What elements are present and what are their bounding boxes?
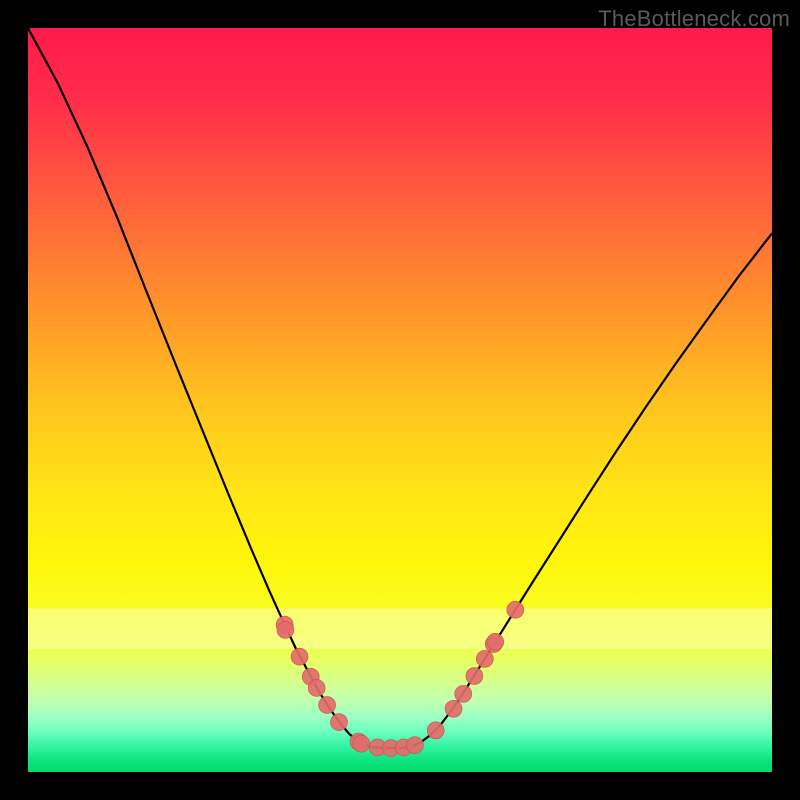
data-marker bbox=[427, 722, 444, 739]
bottleneck-curve bbox=[28, 28, 772, 748]
data-marker bbox=[353, 735, 370, 752]
data-marker bbox=[330, 714, 347, 731]
data-marker bbox=[476, 650, 493, 667]
data-marker bbox=[277, 621, 294, 638]
data-markers bbox=[276, 601, 524, 756]
data-marker bbox=[487, 633, 504, 650]
data-marker bbox=[406, 737, 423, 754]
data-marker bbox=[507, 601, 524, 618]
plot-area bbox=[28, 28, 772, 772]
data-marker bbox=[308, 679, 325, 696]
data-marker bbox=[291, 648, 308, 665]
curve-overlay bbox=[28, 28, 772, 772]
data-marker bbox=[466, 668, 483, 685]
data-marker bbox=[455, 685, 472, 702]
chart-container: TheBottleneck.com bbox=[0, 0, 800, 800]
data-marker bbox=[445, 700, 462, 717]
data-marker bbox=[319, 697, 336, 714]
